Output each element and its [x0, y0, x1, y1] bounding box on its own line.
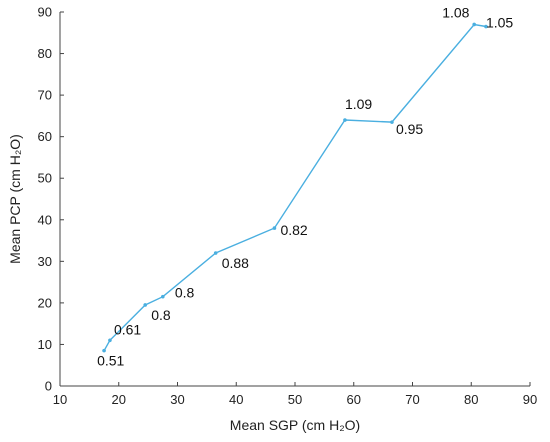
data-point	[161, 294, 165, 299]
x-tick-label: 20	[112, 392, 126, 407]
y-ticks: 0 10 20 30 40 50 60 70 80 90	[38, 5, 64, 394]
data-point	[272, 226, 277, 230]
data-label: 1.08	[442, 4, 469, 20]
y-tick-label: 0	[45, 379, 52, 394]
data-label: 1.09	[345, 96, 372, 112]
data-label: 1.05	[486, 15, 513, 31]
y-tick-label: 90	[38, 5, 52, 20]
data-point	[484, 24, 488, 29]
y-tick-label: 80	[38, 46, 52, 61]
data-point	[102, 348, 106, 353]
data-label: 0.51	[97, 353, 124, 369]
data-point	[213, 251, 218, 255]
data-point	[472, 22, 476, 27]
points	[102, 22, 488, 353]
x-tick-label: 60	[347, 392, 361, 407]
y-tick-label: 30	[38, 254, 52, 269]
data-point	[343, 118, 347, 122]
y-tick-label: 10	[38, 337, 52, 352]
x-tick-label: 70	[405, 392, 419, 407]
x-tick-label: 30	[170, 392, 184, 407]
y-tick-label: 70	[38, 88, 52, 103]
data-label: 0.95	[396, 121, 423, 137]
y-tick-label: 40	[38, 212, 52, 227]
y-tick-label: 60	[38, 129, 52, 144]
series	[103, 23, 487, 352]
data-point	[390, 120, 394, 124]
data-label: 0.8	[175, 285, 195, 301]
y-tick-label: 20	[38, 295, 52, 310]
data-label: 0.82	[280, 222, 307, 238]
x-tick-label: 90	[523, 392, 537, 407]
data-label: 0.61	[114, 321, 141, 337]
data-label: 0.88	[222, 255, 249, 271]
x-tick-label: 80	[464, 392, 478, 407]
data-labels: 0.51 0.61 0.80.8 0.88 0.82 1.09 0.95 1.08 1.05	[97, 4, 513, 368]
x-tick-label: 40	[229, 392, 243, 407]
data-point	[143, 303, 147, 307]
x-tick-label: 10	[53, 392, 67, 407]
x-ticks: 10 20 30 40 50 60 70 80 90	[53, 382, 537, 407]
x-tick-label: 50	[288, 392, 302, 407]
data-point	[108, 338, 112, 343]
x-axis-label: Mean SGP (cm H₂O)	[230, 417, 360, 433]
data-label: 0.8	[151, 307, 171, 323]
y-tick-label: 50	[38, 171, 52, 186]
series-line	[103, 23, 487, 352]
y-axis-label: Mean PCP (cm H₂O)	[7, 134, 23, 264]
